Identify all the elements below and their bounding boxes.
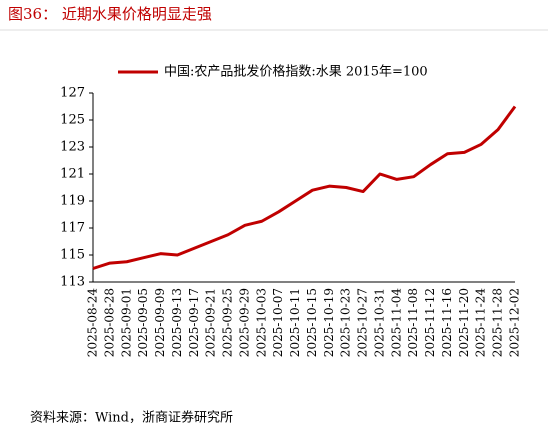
x-tick-label: 2025-11-24	[474, 288, 488, 358]
x-tick-label: 2025-09-01	[119, 288, 133, 357]
x-tick-label: 2025-09-09	[153, 288, 167, 357]
x-tick-label: 2025-10-07	[271, 288, 285, 357]
x-tick-label: 2025-08-24	[86, 288, 100, 358]
x-tick-label: 2025-10-27	[356, 288, 370, 357]
x-tick-label: 2025-08-28	[102, 288, 116, 357]
x-tick-label: 2025-11-08	[406, 288, 420, 357]
x-tick-label: 2025-10-23	[339, 288, 353, 357]
x-tick-label: 2025-09-25	[221, 288, 235, 357]
source-note: 资料来源：Wind，浙商证券研究所	[30, 410, 233, 426]
x-tick-label: 2025-11-28	[491, 288, 505, 357]
y-tick-label: 127	[60, 86, 85, 101]
x-tick-label: 2025-10-19	[322, 288, 336, 357]
x-tick-label: 2025-12-02	[508, 288, 522, 357]
y-tick-label: 117	[60, 221, 85, 236]
x-tick-label: 2025-11-20	[457, 288, 471, 357]
y-tick-label: 115	[60, 248, 85, 263]
y-tick-label: 125	[60, 113, 85, 128]
x-tick-label: 2025-10-03	[254, 288, 268, 357]
y-tick-label: 123	[60, 140, 85, 155]
y-tick-label: 121	[60, 167, 85, 182]
x-tick-label: 2025-10-31	[372, 288, 386, 357]
x-tick-label: 2025-11-04	[389, 288, 403, 358]
x-tick-label: 2025-09-21	[204, 288, 218, 357]
chart-title: 图36： 近期水果价格明显走强	[8, 5, 212, 23]
x-tick-label: 2025-10-11	[288, 288, 302, 357]
series-line	[92, 105, 517, 270]
x-tick-label: 2025-09-17	[187, 288, 201, 357]
y-tick-label: 113	[60, 275, 85, 290]
x-tick-label: 2025-09-29	[237, 288, 251, 357]
x-tick-label: 2025-11-16	[440, 288, 454, 357]
x-tick-label: 2025-10-15	[305, 288, 319, 357]
x-tick-label: 2025-09-13	[170, 288, 184, 357]
y-tick-label: 119	[60, 194, 85, 209]
x-tick-label: 2025-09-05	[136, 288, 150, 357]
x-tick-label: 2025-11-12	[423, 288, 437, 357]
legend-label: 中国:农产品批发价格指数:水果 2015年=100	[164, 64, 428, 80]
